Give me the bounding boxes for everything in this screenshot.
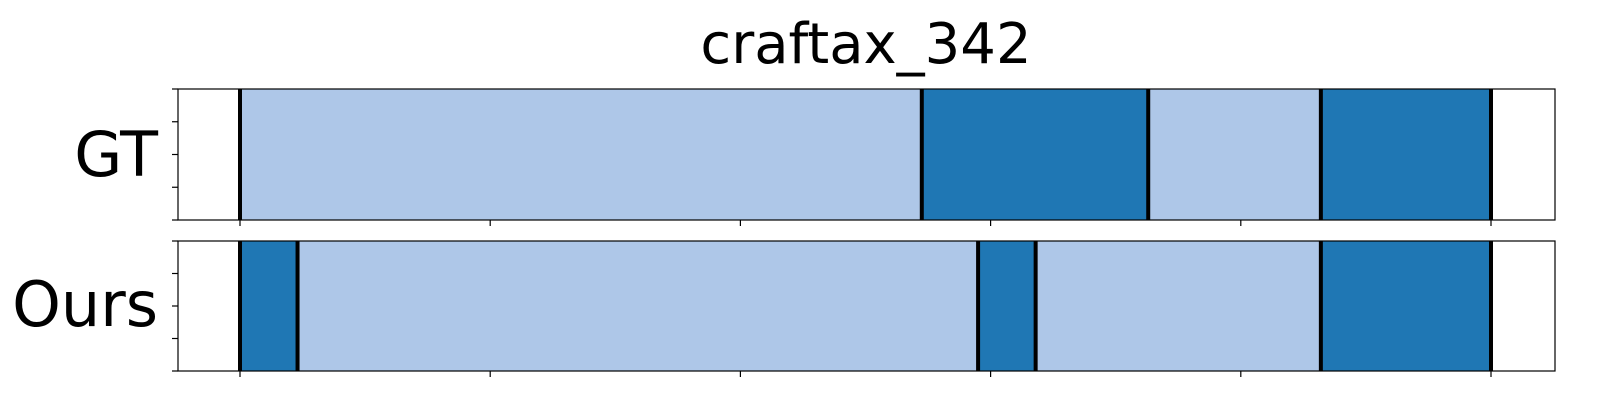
segment-1-3 (1035, 241, 1321, 371)
segment-1-4 (1320, 241, 1491, 371)
rows-group: GT Ours (12, 88, 1556, 377)
segment-0-1 (921, 89, 1149, 220)
segment-0-3 (1320, 89, 1491, 220)
chart-title: craftax_342 (700, 12, 1031, 77)
row-1: Ours (12, 240, 1556, 377)
segment-1-0 (240, 241, 298, 371)
segment-1-2 (978, 241, 1036, 371)
segment-0-2 (1148, 89, 1321, 220)
row-label-1: Ours (12, 268, 158, 341)
segment-0-0 (240, 89, 922, 220)
row-label-0: GT (74, 118, 159, 191)
segment-1-1 (297, 241, 979, 371)
row-0: GT (74, 88, 1556, 226)
